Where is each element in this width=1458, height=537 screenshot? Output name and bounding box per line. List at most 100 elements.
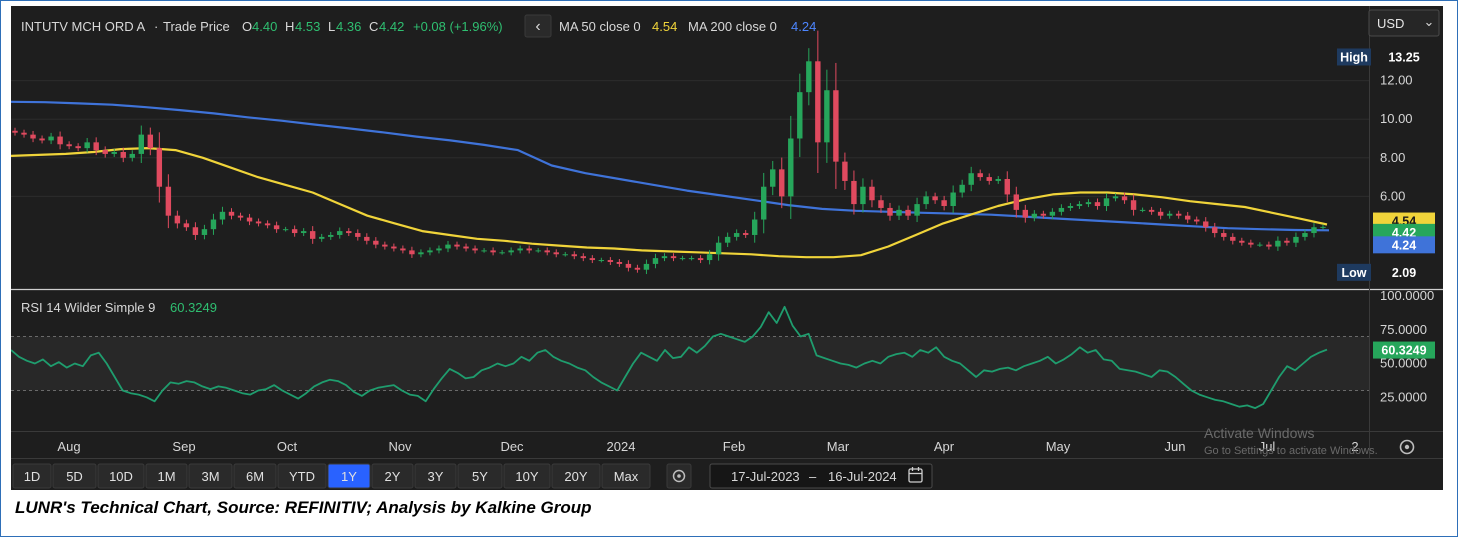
close-value: 4.42 [379,19,404,34]
range-button-2y[interactable] [371,463,414,489]
candle [75,146,81,149]
candle [878,200,884,208]
candle [463,246,469,249]
candle [1320,226,1326,228]
candle [607,260,614,262]
ma50-line [10,147,1328,259]
range-button-10d[interactable] [97,463,145,489]
candle [679,258,686,260]
title-separator: · [154,19,158,34]
currency-select[interactable] [1368,9,1440,37]
candle [887,207,893,216]
range-settings-button[interactable] [666,463,692,489]
open-value: 4.40 [252,19,277,34]
calendar-icon[interactable] [908,467,923,483]
range-button-label: YTD [289,469,315,484]
high-key: H [285,19,294,34]
range-button-20y[interactable] [551,463,601,489]
candle [138,134,144,154]
candle [941,200,947,207]
candle [490,250,496,253]
candle [147,134,154,149]
candle [391,246,397,249]
candle [553,252,559,255]
rsi-tick-label: 50.0000 [1380,356,1427,371]
candle [932,196,938,201]
rsi-tick-label: 25.0000 [1380,389,1427,404]
range-button-10y[interactable] [503,463,551,489]
high-value: 4.53 [295,19,320,34]
candle [1248,242,1254,245]
candle [318,236,325,239]
candle [851,180,857,205]
chevron-left-icon: ‹ [535,18,540,35]
range-button-3m[interactable] [188,463,233,489]
gear-icon [1399,439,1415,455]
collapse-legend-button[interactable] [524,14,552,38]
candle [499,252,505,254]
candle [1157,211,1164,216]
x-tick-label-mar: Mar [827,439,850,454]
rsi-tick-label: 75.0000 [1380,322,1427,337]
candle [183,223,190,228]
candle [751,219,758,235]
candle [652,258,659,264]
date-range-picker[interactable] [709,463,933,489]
low-value-tag-label: 2.09 [1392,266,1416,280]
candle [445,244,451,249]
candle [1148,209,1155,212]
candle [129,153,135,158]
close-key: C [369,19,378,34]
chart-background [11,6,1443,490]
range-button-1m[interactable] [145,463,188,489]
x-tick-label-nov: Nov [388,439,412,454]
candle [1311,227,1317,234]
candle [905,209,911,216]
high-marker-label: High [1340,50,1368,64]
range-button-5y[interactable] [457,463,503,489]
high-value-tag-label: 13.25 [1388,50,1419,64]
range-button-5d[interactable] [52,463,97,489]
candle [84,142,90,149]
range-button-6m[interactable] [233,463,277,489]
candle [688,258,695,260]
candle [364,236,370,241]
x-tick-label-aug: Aug [57,439,80,454]
range-button-1y[interactable] [327,463,371,489]
candle [1130,200,1137,210]
range-button-label: 2Y [385,469,401,484]
candle [1194,219,1200,222]
candle [869,186,875,201]
chart-settings-button[interactable] [1399,439,1415,455]
candle [418,252,424,255]
candle [120,151,126,158]
x-tick-label-sep: Sep [172,439,195,454]
candle [1022,209,1029,218]
candle [788,138,794,197]
candle [1076,204,1083,207]
range-button-label: 6M [246,469,264,484]
currency-value: USD [1377,16,1404,31]
range-button-1d[interactable] [12,463,52,489]
range-button-label: 5Y [472,469,488,484]
range-button-ytd[interactable] [277,463,327,489]
low-value-tag [1373,263,1435,281]
candle [815,61,821,143]
range-button-max[interactable] [601,463,651,489]
price-tick-label: 12.00 [1380,73,1413,88]
candle [201,229,208,235]
candle [923,196,929,205]
candle [1275,240,1281,247]
candle [1103,198,1110,207]
rsi-last-tag [1373,341,1435,359]
candle [1121,196,1128,201]
date-range-start: 17-Jul-2023 [731,469,800,484]
candle [1284,240,1290,243]
rsi-line [10,305,1328,409]
candle [508,250,514,253]
range-button-3y[interactable] [414,463,457,489]
candle [697,258,704,261]
candle [625,263,632,268]
ma200-last-tag [1373,236,1435,254]
x-tick-label-feb: Feb [723,439,745,454]
